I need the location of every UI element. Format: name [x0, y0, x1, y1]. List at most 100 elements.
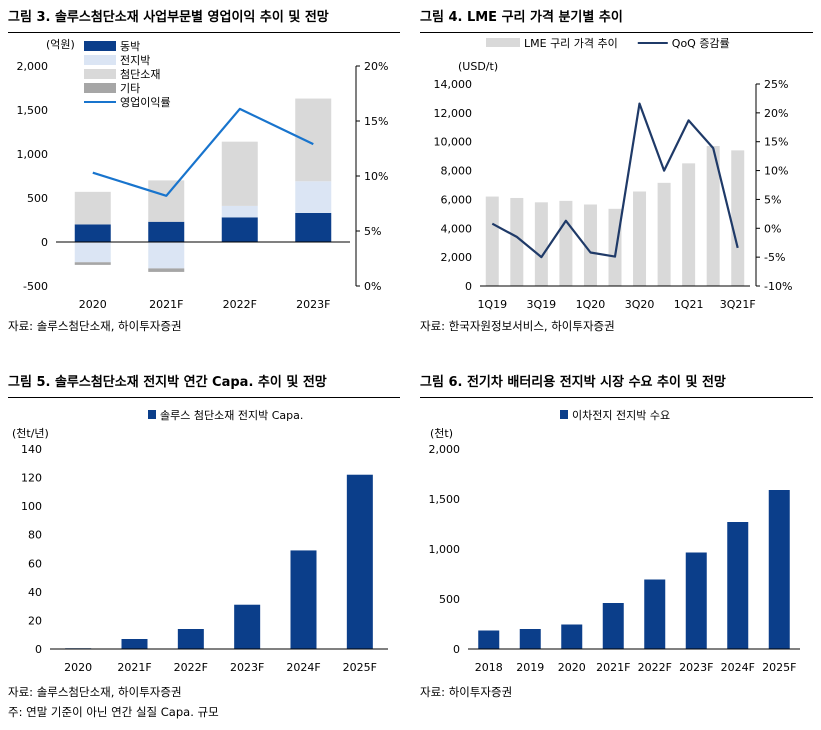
bar: [706, 146, 720, 286]
y-tick-label: 0: [465, 280, 472, 293]
y-tick-label: 500: [27, 192, 48, 205]
bar-segment: [295, 212, 332, 242]
bar: [485, 196, 499, 286]
bar: [685, 552, 707, 649]
legend-swatch: [84, 69, 116, 79]
y2-tick-label: 25%: [764, 78, 788, 91]
bar-segment: [221, 141, 258, 206]
y2-tick-label: 5%: [764, 193, 781, 206]
title-divider: [8, 397, 400, 398]
y-tick-label: 1,000: [17, 148, 49, 161]
y-tick-label: 500: [439, 593, 460, 606]
x-tick-label: 2020: [64, 661, 92, 674]
bar: [559, 200, 573, 286]
y-tick-label: 40: [28, 586, 42, 599]
x-tick-label: 2025F: [762, 661, 796, 674]
chart-source: 자료: 솔루스첨단소재, 하이투자증권: [8, 319, 182, 333]
y-tick-label: 1,500: [17, 104, 49, 117]
bar: [608, 208, 622, 286]
bar: [644, 579, 666, 649]
bar-segment: [148, 180, 185, 222]
y2-tick-label: 15%: [364, 115, 388, 128]
x-tick-label: 2022F: [223, 298, 257, 311]
bar-segment: [74, 191, 111, 225]
legend-label: 기타: [120, 82, 140, 95]
x-tick-label: 2018: [475, 661, 503, 674]
legend-label: 솔루스 첨단소재 전지박 Capa.: [160, 409, 303, 422]
legend-label: 동박: [120, 40, 140, 53]
y-tick-label: 4,000: [441, 222, 473, 235]
legend-label: 첨단소재: [120, 68, 160, 81]
y-tick-label: 20: [28, 614, 42, 627]
x-tick-label: 2023F: [296, 298, 330, 311]
chart-panel-3: 그림 5. 솔루스첨단소재 전지박 연간 Capa. 추이 및 전망 (천t/년…: [8, 371, 400, 726]
bar-segment: [295, 181, 332, 213]
y-tick-label: 2,000: [17, 60, 49, 73]
y2-tick-label: 15%: [764, 136, 788, 149]
y-tick-label: 140: [21, 443, 42, 456]
bar-segment: [148, 221, 185, 242]
y-tick-label: 1,000: [429, 543, 461, 556]
x-tick-label: 2022F: [638, 661, 672, 674]
chart-title: 그림 5. 솔루스첨단소재 전지박 연간 Capa. 추이 및 전망: [8, 375, 327, 390]
y-tick-label: 100: [21, 500, 42, 513]
bar: [657, 182, 671, 286]
y-tick-label: 0: [41, 236, 48, 249]
series-line: [92, 107, 314, 197]
y-tick-label: 0: [453, 643, 460, 656]
bar-segment: [295, 98, 332, 182]
bar: [234, 604, 261, 649]
chart-source: 자료: 한국자원정보서비스, 하이투자증권: [420, 319, 615, 333]
bar: [561, 624, 583, 649]
chart-svg: (천t) 0 500 1,000 1,500 2,000 2018 2019 2020 2021F…: [429, 409, 800, 674]
y-tick-label: 60: [28, 557, 42, 570]
y-tick-label: 2,000: [441, 251, 473, 264]
bar: [633, 191, 647, 286]
y-tick-label: 0: [35, 643, 42, 656]
bar: [290, 550, 317, 649]
x-tick-label: 2019: [516, 661, 544, 674]
legend-swatch: [84, 83, 116, 93]
y2-tick-label: -10%: [764, 280, 792, 293]
bar-segment: [221, 217, 258, 242]
chart-panel-1: 그림 3. 솔루스첨단소재 사업부문별 영업이익 추이 및 전망 (억원) -50…: [8, 6, 400, 346]
x-tick-label: 2024F: [286, 661, 320, 674]
chart-title: 그림 6. 전기차 배터리용 전지박 시장 수요 추이 및 전망: [420, 375, 726, 390]
legend-label: 전지박: [120, 54, 150, 67]
bar: [583, 204, 597, 286]
title-divider: [420, 397, 813, 398]
y-tick-label: 120: [21, 472, 42, 485]
x-tick-label: 1Q21: [674, 298, 704, 311]
bar: [534, 202, 548, 286]
legend-swatch: [84, 55, 116, 65]
chart-svg: (천t/년) 0 20 40 60 80 100 120 140 2020 2021F 2022F 20…: [12, 409, 388, 674]
y-tick-label: 6,000: [441, 193, 473, 206]
x-tick-label: 2020: [558, 661, 586, 674]
y2-tick-label: 10%: [364, 170, 388, 183]
title-divider: [420, 32, 813, 33]
bar-segment: [148, 242, 185, 269]
bar: [682, 163, 696, 286]
bar: [510, 197, 524, 286]
x-tick-label: 1Q20: [576, 298, 606, 311]
legend-label: 이차전지 전지박 수요: [572, 409, 670, 422]
bar-segment: [74, 242, 111, 263]
chart-svg: (억원) -500 0 500 1,000 1,500 2,000 0% 5% 10% 15% 20%…: [17, 38, 389, 311]
y2-tick-label: -5%: [764, 251, 785, 264]
x-tick-label: 3Q19: [527, 298, 557, 311]
bar-segment: [74, 262, 111, 265]
chart-svg: (USD/t) 0 2,000 4,000 6,000 8,000 10,000 12,000…: [434, 37, 793, 311]
x-tick-label: 2023F: [230, 661, 264, 674]
bar: [346, 474, 373, 649]
bar: [731, 150, 745, 286]
y-tick-label: 2,000: [429, 443, 461, 456]
bar: [121, 639, 148, 649]
legend-swatch: [148, 410, 156, 419]
y2-tick-label: 20%: [764, 107, 788, 120]
y-axis-unit: (USD/t): [458, 60, 498, 73]
y-axis-unit: (천t): [430, 426, 453, 440]
x-tick-label: 2021F: [596, 661, 630, 674]
x-tick-label: 2022F: [174, 661, 208, 674]
legend-swatch: [486, 38, 520, 47]
title-divider: [8, 32, 400, 33]
